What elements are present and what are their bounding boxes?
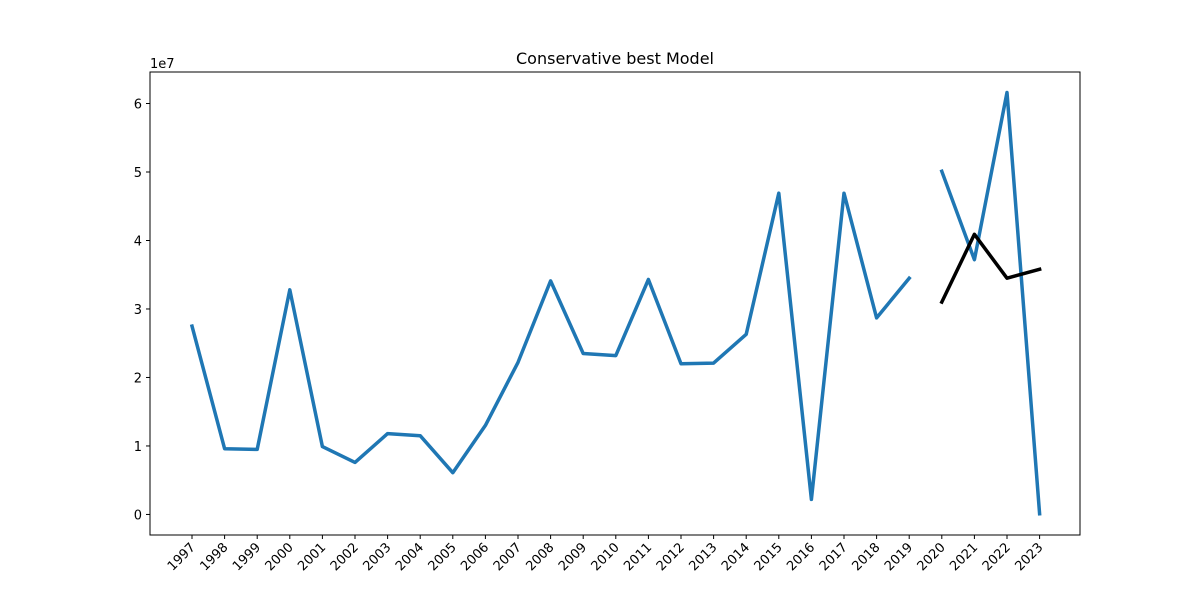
y-tick-label: 1: [134, 440, 142, 455]
series-1-line-segment-1: [189, 191, 912, 502]
chart-title: Conservative best Model: [516, 49, 714, 68]
y-tick-label: 5: [134, 166, 142, 181]
y-tick-label: 4: [134, 234, 142, 249]
y-axis-offset-label: 1e7: [150, 57, 175, 72]
y-tick-label: 0: [134, 508, 142, 523]
series-2-line-segment-1: [939, 232, 1042, 305]
y-tick-label: 2: [134, 371, 142, 386]
series-layer: [189, 90, 1042, 516]
y-tick-label: 3: [134, 303, 142, 318]
series-1-line-segment-2: [939, 90, 1042, 516]
plot-frame: [149, 71, 1081, 536]
y-tick-label: 6: [134, 98, 142, 113]
